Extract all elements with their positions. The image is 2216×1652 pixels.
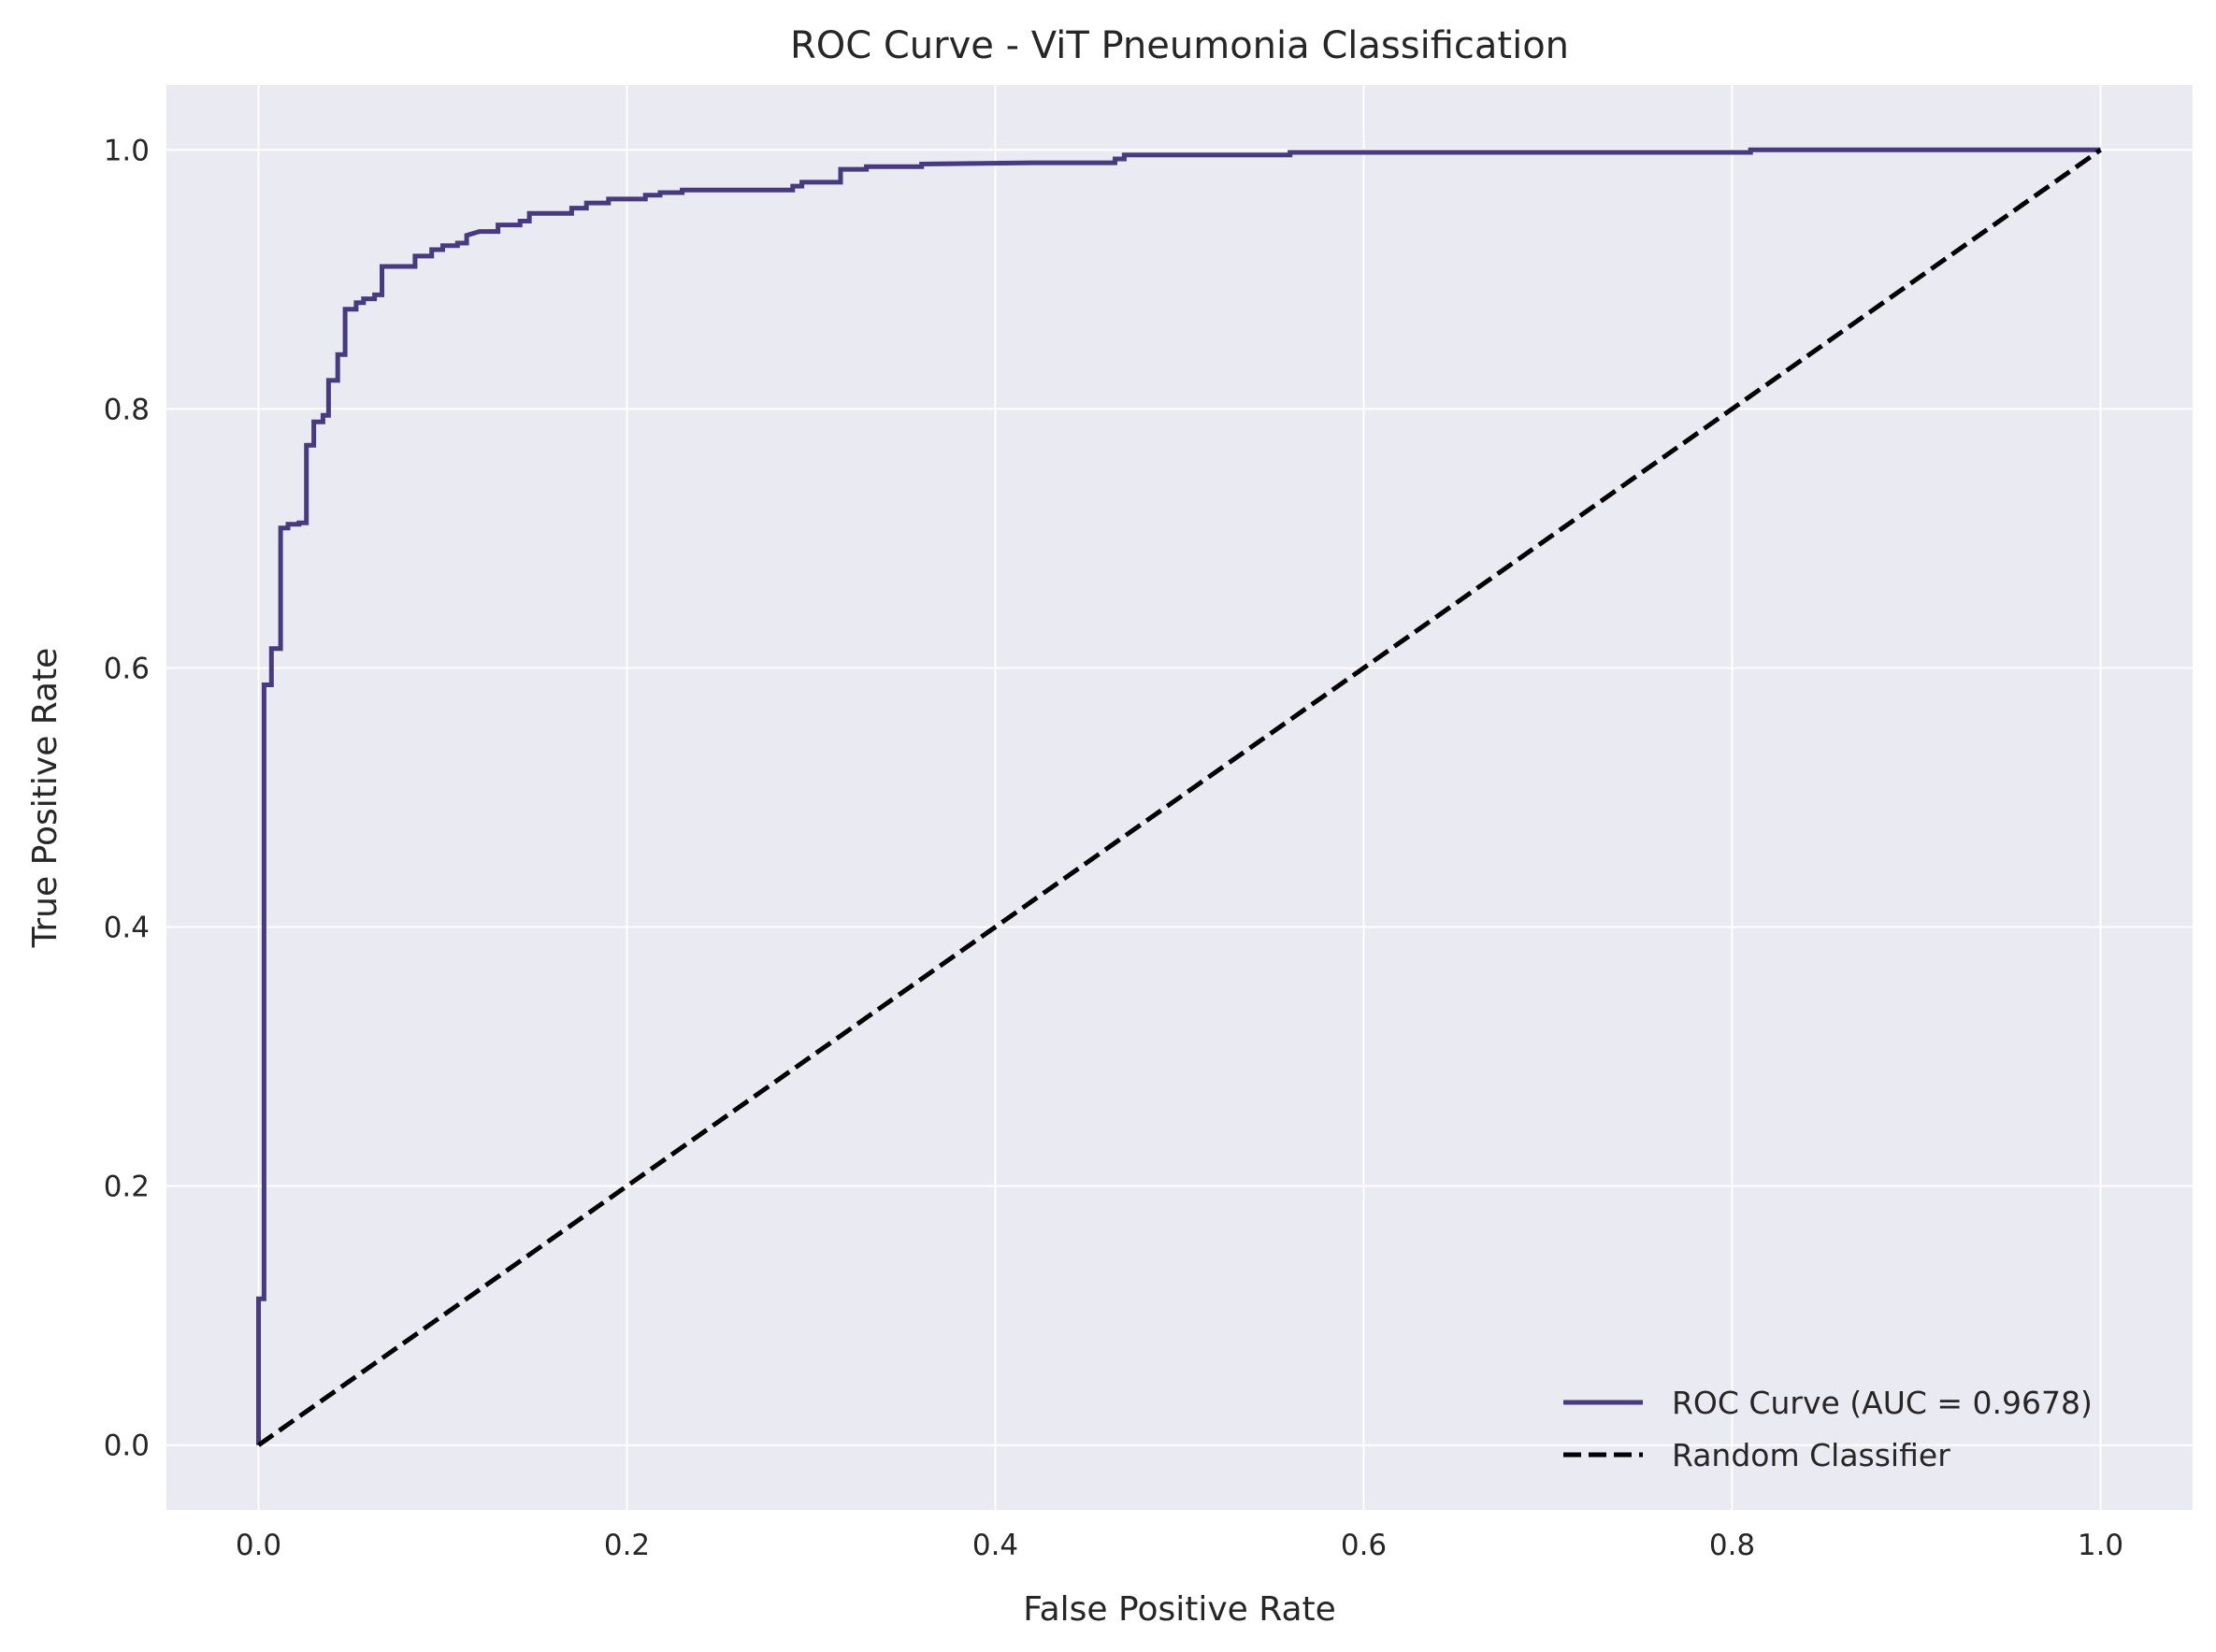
x-tick-label: 0.6 [1341, 1529, 1387, 1562]
y-axis-label: True Positive Rate [26, 648, 65, 949]
roc-curve-line [256, 147, 2101, 1445]
y-tick-label: 0.6 [104, 652, 150, 685]
grid [166, 85, 2193, 1510]
chart-title: ROC Curve - ViT Pneumonia Classification [790, 24, 1569, 67]
y-tick-label: 0.2 [104, 1171, 150, 1204]
y-tick-label: 1.0 [104, 134, 150, 167]
x-tick-label: 0.0 [236, 1529, 281, 1562]
x-tick-label: 0.8 [1709, 1529, 1755, 1562]
x-tick-label: 0.2 [604, 1529, 650, 1562]
x-axis-label: False Positive Rate [1023, 1590, 1336, 1629]
y-tick-label: 0.4 [104, 912, 150, 945]
y-tick-label: 0.0 [104, 1429, 150, 1463]
tick-labels: 0.0 0.2 0.4 0.6 0.8 1.0 0.0 0.2 0.4 0.6 0.8 1.0 [104, 134, 2123, 1562]
legend-label-roc-curve: ROC Curve (AUC = 0.9678) [1672, 1385, 2093, 1421]
series-layer [256, 147, 2102, 1447]
x-tick-label: 1.0 [2078, 1529, 2123, 1562]
y-tick-label: 0.8 [104, 393, 150, 426]
random-classifier-line [257, 148, 2102, 1447]
legend: ROC Curve (AUC = 0.9678) Random Classifi… [1563, 1385, 2093, 1473]
legend-label-random-classifier: Random Classifier [1672, 1437, 1950, 1473]
x-tick-label: 0.4 [972, 1529, 1018, 1562]
